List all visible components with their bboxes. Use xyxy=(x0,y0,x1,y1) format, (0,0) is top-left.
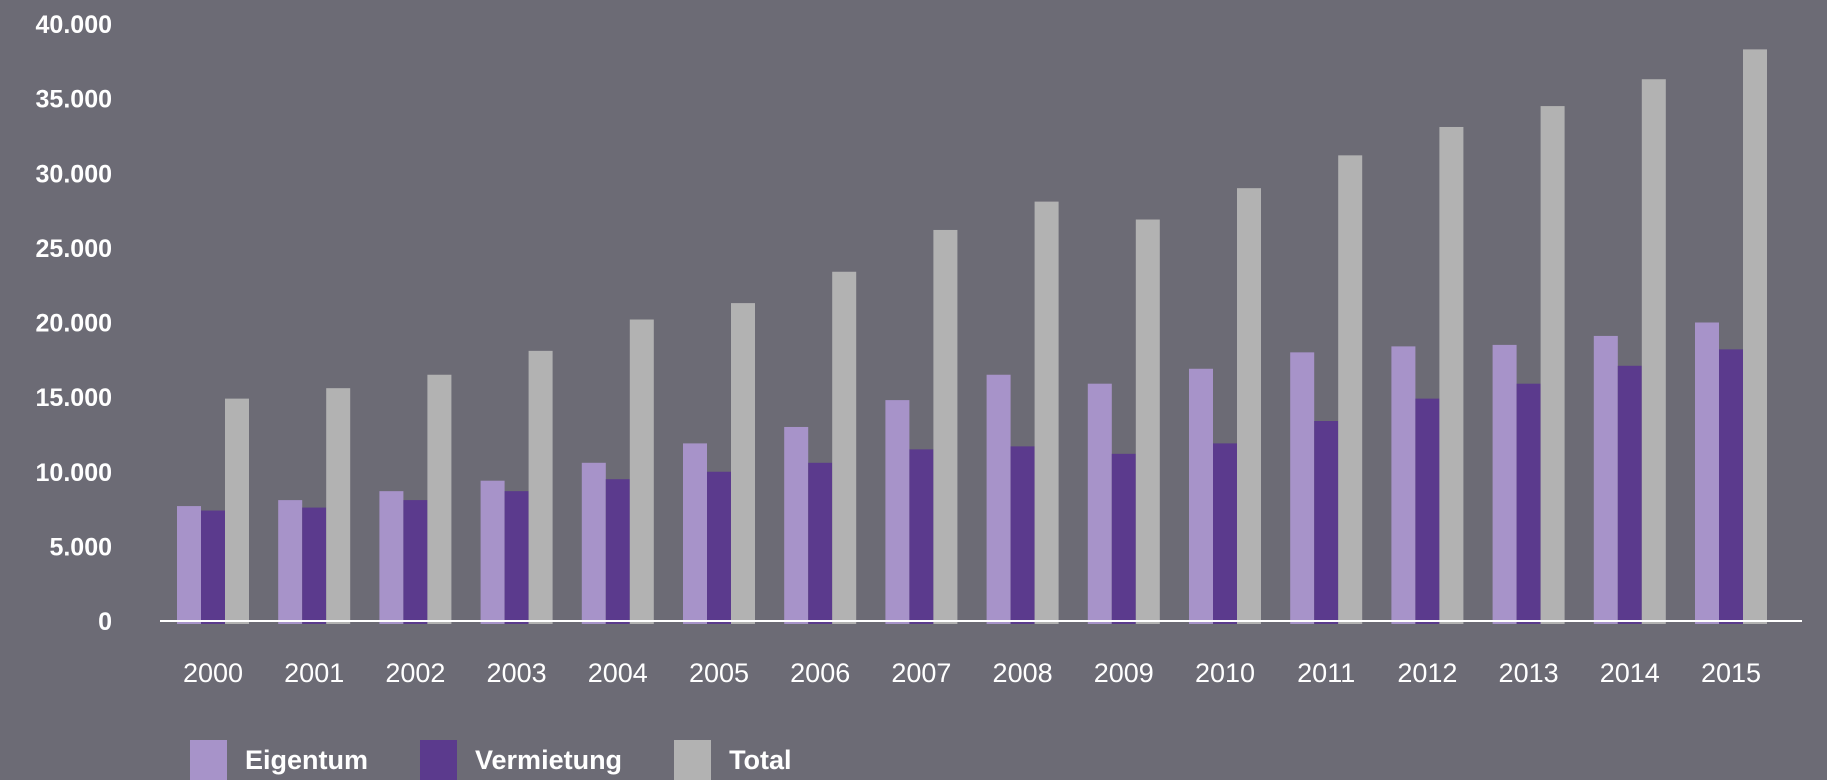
bar-total-2002 xyxy=(427,374,452,624)
bar-total-2013 xyxy=(1540,106,1565,624)
x-tick-label: 2003 xyxy=(487,658,547,688)
x-tick-label: 2001 xyxy=(284,658,344,688)
x-tick-label: 2005 xyxy=(689,658,749,688)
bar-eigentum-2010 xyxy=(1189,368,1213,624)
x-tick-label: 2010 xyxy=(1195,658,1255,688)
x-axis: 2000 2001 2002 2003 2004 2005 2006 2007 2008 2009… xyxy=(183,658,1761,688)
bar-eigentum-2011 xyxy=(1290,352,1315,624)
bar-eigentum-2005 xyxy=(683,443,707,624)
y-tick-label: 35.000 xyxy=(36,86,112,114)
bar-vermietung-2000 xyxy=(201,510,225,624)
y-tick-label: 30.000 xyxy=(36,160,112,188)
x-tick-label: 2012 xyxy=(1397,658,1457,688)
bar-eigentum-2004 xyxy=(581,462,606,624)
bar-vermietung-2007 xyxy=(909,449,934,624)
bar-vermietung-2008 xyxy=(1010,446,1035,624)
y-tick-label: 10.000 xyxy=(36,459,112,487)
bar-eigentum-2006 xyxy=(784,426,809,624)
x-tick-label: 2011 xyxy=(1297,658,1355,688)
legend-label-total: Total xyxy=(729,744,792,775)
bar-eigentum-2008 xyxy=(986,374,1011,624)
bar-vermietung-2014 xyxy=(1617,365,1642,624)
bar-total-2009 xyxy=(1135,219,1160,624)
bar-total-2010 xyxy=(1237,188,1261,625)
bars xyxy=(177,49,1767,625)
legend-item-vermietung: Vermietung xyxy=(420,740,622,780)
bar-total-2003 xyxy=(528,350,553,624)
x-tick-label: 2014 xyxy=(1600,658,1660,688)
y-tick-label: 0 xyxy=(98,608,112,636)
bar-vermietung-2006 xyxy=(808,462,833,624)
bar-total-2008 xyxy=(1034,201,1059,625)
bar-total-2005 xyxy=(731,303,755,624)
legend-item-total: Total xyxy=(674,740,792,780)
legend-swatch-eigentum xyxy=(190,740,227,780)
bar-vermietung-2002 xyxy=(403,500,428,624)
bar-eigentum-2000 xyxy=(177,506,201,624)
bar-eigentum-2001 xyxy=(278,500,303,624)
bar-vermietung-2004 xyxy=(605,479,630,624)
bar-total-2012 xyxy=(1439,126,1464,625)
bar-vermietung-2001 xyxy=(302,507,327,624)
x-tick-label: 2015 xyxy=(1701,658,1761,688)
legend-label-eigentum: Eigentum xyxy=(245,744,369,775)
legend-item-eigentum: Eigentum xyxy=(190,740,368,780)
legend-swatch-total xyxy=(674,740,712,780)
bar-eigentum-2007 xyxy=(885,400,910,624)
bar-total-2007 xyxy=(933,229,958,624)
bar-vermietung-2010 xyxy=(1213,443,1237,624)
legend: Eigentum Vermietung Total xyxy=(190,740,844,780)
x-tick-label: 2006 xyxy=(790,658,850,688)
y-tick-label: 40.000 xyxy=(36,11,112,39)
bar-vermietung-2005 xyxy=(707,471,731,624)
bar-total-2014 xyxy=(1641,79,1666,624)
bar-total-2001 xyxy=(326,388,351,624)
bar-eigentum-2002 xyxy=(379,491,404,624)
y-axis: 0 5.000 10.000 15.000 20.000 25.000 30.000 35.0… xyxy=(36,11,112,636)
bar-eigentum-2015 xyxy=(1695,322,1719,624)
bar-eigentum-2013 xyxy=(1492,344,1517,624)
x-tick-label: 2009 xyxy=(1094,658,1154,688)
bar-vermietung-2011 xyxy=(1314,421,1339,624)
x-tick-label: 2007 xyxy=(891,658,951,688)
bar-vermietung-2003 xyxy=(504,491,529,624)
x-tick-label: 2013 xyxy=(1499,658,1559,688)
bar-total-2000 xyxy=(225,398,249,624)
bar-eigentum-2014 xyxy=(1593,335,1618,624)
bar-vermietung-2015 xyxy=(1719,349,1743,624)
bar-vermietung-2009 xyxy=(1111,453,1136,624)
bar-total-2006 xyxy=(832,271,857,624)
bar-eigentum-2012 xyxy=(1391,346,1416,624)
bar-total-2004 xyxy=(629,319,654,624)
bar-eigentum-2003 xyxy=(480,480,505,624)
bar-vermietung-2012 xyxy=(1415,398,1440,624)
x-tick-label: 2002 xyxy=(385,658,445,688)
y-tick-label: 15.000 xyxy=(36,384,112,412)
y-tick-label: 5.000 xyxy=(49,533,112,561)
x-tick-label: 2008 xyxy=(993,658,1053,688)
y-tick-label: 25.000 xyxy=(36,235,112,263)
legend-label-vermietung: Vermietung xyxy=(475,744,623,775)
legend-swatch-vermietung xyxy=(420,740,458,780)
bar-eigentum-2009 xyxy=(1087,383,1112,624)
y-tick-label: 20.000 xyxy=(36,310,112,338)
bar-vermietung-2013 xyxy=(1516,383,1541,624)
bar-total-2015 xyxy=(1743,49,1767,625)
x-tick-label: 2000 xyxy=(183,658,243,688)
x-tick-label: 2004 xyxy=(588,658,648,688)
bar-total-2011 xyxy=(1338,155,1363,624)
